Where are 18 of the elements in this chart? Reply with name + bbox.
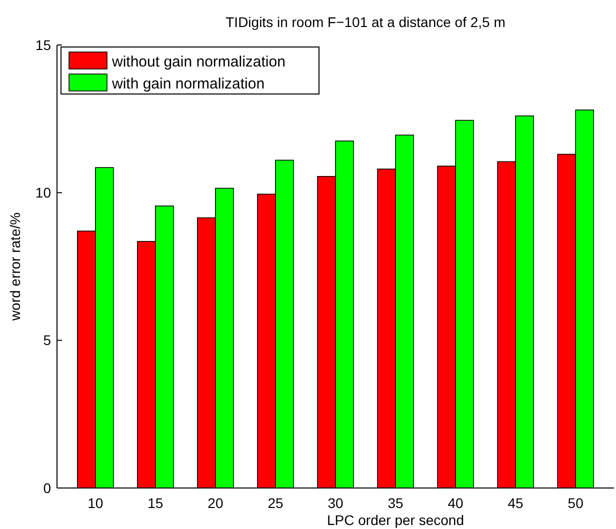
y-tick-label: 15 — [35, 36, 52, 53]
x-tick-label: 35 — [388, 495, 404, 511]
x-tick-label: 30 — [328, 495, 344, 511]
x-tick-label: 15 — [148, 495, 164, 511]
x-tick-label: 25 — [268, 495, 284, 511]
legend-label: with gain normalization — [111, 75, 265, 92]
y-tick-label: 10 — [35, 184, 52, 201]
x-tick-label: 20 — [208, 495, 224, 511]
x-axis-title: LPC order per second — [327, 512, 464, 528]
y-tick-label: 5 — [43, 332, 52, 348]
legend-label: without gain normalization — [111, 53, 286, 70]
x-tick-label: 10 — [88, 495, 104, 511]
x-tick-label: 45 — [508, 495, 524, 511]
y-tick-label: 0 — [43, 480, 52, 496]
x-tick-label: 50 — [568, 495, 584, 511]
chart-title: TIDigits in room F−101 at a distance of 2,5 m — [226, 14, 506, 30]
y-axis-title: word error rate/% — [7, 212, 23, 322]
x-tick-label: 40 — [448, 495, 464, 511]
